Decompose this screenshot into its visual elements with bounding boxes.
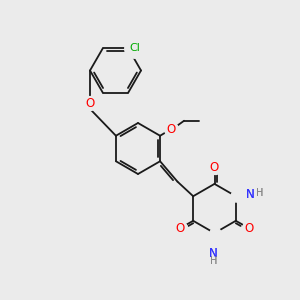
Text: O: O — [210, 161, 219, 174]
Text: O: O — [210, 161, 219, 174]
Text: N: N — [245, 188, 254, 201]
Text: O: O — [175, 222, 184, 235]
Text: O: O — [175, 222, 184, 235]
Text: N: N — [208, 247, 217, 260]
Text: O: O — [167, 123, 176, 136]
Text: H: H — [210, 256, 217, 266]
Text: H: H — [256, 188, 263, 198]
Text: H: H — [256, 188, 263, 198]
Text: O: O — [167, 123, 176, 136]
Text: O: O — [245, 222, 254, 235]
Text: N: N — [245, 188, 254, 201]
Text: O: O — [85, 97, 94, 110]
Text: N: N — [208, 247, 217, 260]
Text: Cl: Cl — [130, 44, 141, 53]
Text: O: O — [85, 97, 94, 110]
Text: H: H — [210, 256, 217, 266]
Text: Cl: Cl — [130, 44, 141, 53]
Text: O: O — [245, 222, 254, 235]
